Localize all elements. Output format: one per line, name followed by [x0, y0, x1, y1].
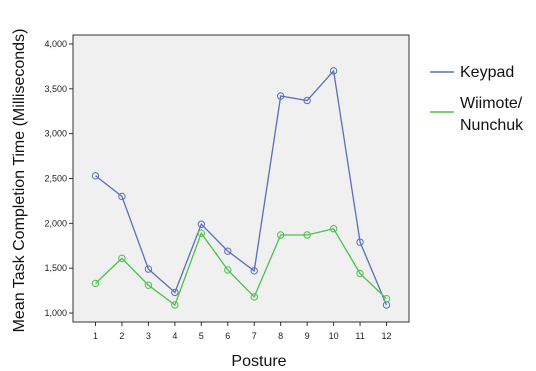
legend-label-keypad: Keypad — [460, 64, 514, 81]
legend-label-wiimote: Nunchuk — [460, 117, 524, 134]
series-0-point — [144, 265, 153, 273]
series-line-1 — [95, 227, 387, 307]
y-axis-title: Mean Task Completion Time (Milliseconds) — [11, 29, 28, 333]
series-0-point — [224, 247, 232, 255]
series-1-point — [276, 231, 285, 239]
x-tick-label: 4 — [172, 331, 177, 341]
x-tick-label: 2 — [119, 331, 124, 341]
series-0-point — [276, 92, 285, 100]
series-1-point — [144, 281, 153, 289]
series-1-point — [356, 269, 364, 278]
series-1-point — [118, 254, 126, 263]
series-1-point — [224, 266, 232, 274]
series-line-0 — [95, 69, 388, 306]
plot-area — [72, 34, 410, 323]
series-layer — [91, 67, 391, 309]
series-1-point — [171, 301, 179, 309]
y-tick-label: 2,000 — [44, 218, 67, 228]
series-1-point — [250, 293, 258, 301]
y-tick-label: 3,500 — [44, 84, 67, 94]
x-tick-label: 10 — [329, 331, 339, 341]
series-0-point — [197, 220, 206, 228]
y-tick-label: 4,000 — [44, 39, 67, 49]
x-tick-label: 1 — [93, 331, 98, 341]
x-tick-label: 5 — [199, 331, 204, 341]
x-tick-label: 11 — [355, 331, 364, 341]
x-axis: 1 2 3 4 5 6 7 8 9 10 11 12 — [93, 322, 392, 341]
series-0-point — [356, 238, 364, 246]
x-tick-label: 12 — [382, 331, 392, 341]
series-1-point — [91, 279, 100, 288]
series-0-point — [250, 267, 258, 275]
series-1-point — [329, 225, 338, 233]
series-1-point — [382, 294, 391, 303]
x-tick-label: 3 — [146, 331, 151, 341]
series-1-point — [197, 229, 206, 237]
y-tick-label: 2,500 — [44, 174, 67, 184]
x-tick-label: 7 — [252, 331, 257, 341]
x-tick-label: 8 — [278, 331, 283, 341]
y-axis: 1,000 1,500 2,000 2,500 3,000 3,500 4,000 — [44, 39, 73, 318]
y-tick-label: 1,000 — [44, 308, 67, 318]
legend: Keypad Wiimote/Nunchuk — [430, 64, 524, 134]
series-0-point — [118, 192, 126, 201]
y-tick-label: 3,000 — [44, 129, 67, 139]
y-tick-label: 1,500 — [44, 263, 67, 273]
x-tick-label: 6 — [225, 331, 230, 341]
series-1-point — [303, 231, 311, 239]
legend-label-wiimote: Wiimote/ — [460, 95, 523, 112]
series-0-point — [171, 288, 179, 297]
x-tick-label: 9 — [305, 331, 310, 341]
x-axis-title: Posture — [231, 353, 286, 370]
series-0-point — [91, 172, 100, 180]
series-0-point — [329, 67, 338, 75]
series-0-point — [303, 96, 311, 105]
